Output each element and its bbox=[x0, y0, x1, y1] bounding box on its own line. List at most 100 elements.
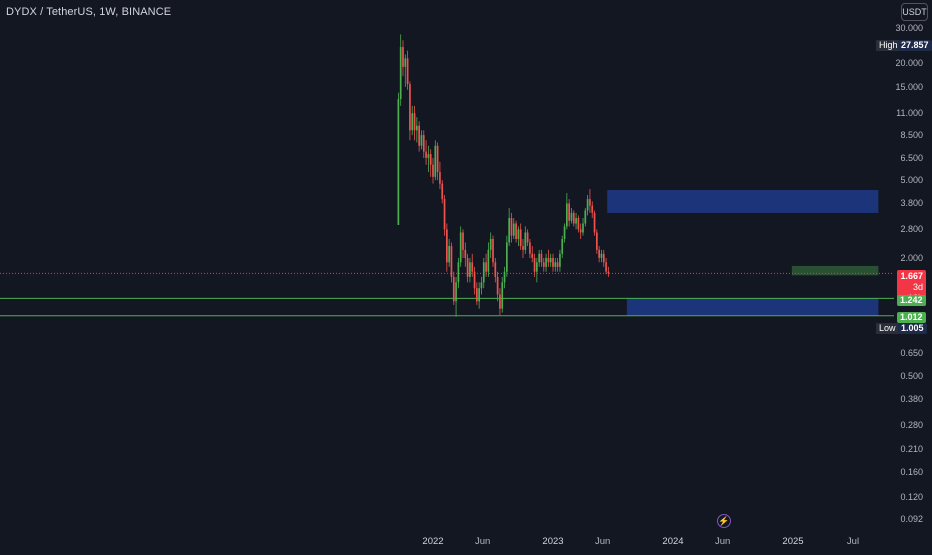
candle-body bbox=[607, 271, 610, 274]
candle-body bbox=[499, 294, 501, 309]
lightning-icon[interactable]: ⚡ bbox=[717, 514, 731, 528]
time-tick: 2023 bbox=[542, 536, 564, 547]
price-tick: 0.092 bbox=[900, 514, 923, 525]
price-tick: 0.280 bbox=[900, 419, 923, 430]
candle-body bbox=[559, 253, 561, 267]
candle-body bbox=[552, 257, 554, 267]
candle-body bbox=[475, 288, 478, 302]
currency-button[interactable]: USDT bbox=[901, 3, 928, 21]
candle-body bbox=[450, 246, 453, 277]
candle-body bbox=[535, 262, 538, 272]
last-price-value: 1.667 bbox=[900, 271, 923, 281]
candle-body bbox=[409, 84, 411, 131]
candle-body bbox=[545, 257, 547, 267]
candle-body bbox=[501, 282, 504, 309]
candle-body bbox=[411, 113, 414, 131]
zone-support-blue bbox=[626, 297, 879, 316]
candle-body bbox=[515, 223, 517, 239]
candle-body bbox=[542, 262, 545, 267]
candle-body bbox=[429, 154, 432, 165]
candle-body bbox=[469, 262, 471, 277]
price-tick: 2.800 bbox=[900, 224, 923, 235]
time-tick: 2022 bbox=[422, 536, 444, 547]
candle-body bbox=[413, 113, 416, 131]
candle-body bbox=[589, 199, 591, 206]
price-tick: 0.500 bbox=[900, 370, 923, 381]
candle-body bbox=[524, 232, 527, 250]
candle-body bbox=[584, 210, 587, 224]
candle-body bbox=[568, 203, 571, 221]
time-tick: Jun bbox=[594, 536, 611, 547]
candle-body bbox=[519, 229, 522, 247]
candle-body bbox=[570, 212, 573, 221]
time-tick: 2025 bbox=[782, 536, 804, 547]
candle-body bbox=[420, 135, 423, 146]
candle-body bbox=[480, 282, 483, 289]
candle-body bbox=[556, 262, 559, 267]
candle-body bbox=[452, 276, 455, 302]
candle-body bbox=[549, 257, 552, 263]
candle-body bbox=[565, 203, 568, 227]
candle-body bbox=[402, 47, 404, 67]
candle-body bbox=[600, 253, 603, 258]
candle-body bbox=[441, 183, 444, 200]
candle-body bbox=[448, 246, 451, 263]
candle-body bbox=[464, 249, 467, 258]
candle-body bbox=[471, 262, 474, 272]
candle-body bbox=[598, 249, 601, 258]
price-tick: 11.000 bbox=[896, 108, 923, 119]
time-tick: Jun bbox=[714, 536, 731, 547]
price-tick: 20.000 bbox=[895, 57, 923, 68]
candle-body bbox=[482, 262, 485, 283]
candle-body bbox=[404, 58, 407, 67]
candle-body bbox=[432, 164, 434, 177]
time-tick: 2024 bbox=[662, 536, 684, 547]
candle-body bbox=[459, 232, 462, 263]
candle-body bbox=[485, 262, 487, 272]
candle-body bbox=[533, 257, 536, 272]
candle-body bbox=[595, 232, 598, 250]
candle-body bbox=[538, 253, 541, 263]
candle-body bbox=[455, 282, 457, 302]
candle-body bbox=[427, 154, 430, 158]
candle-body bbox=[593, 212, 596, 233]
level-1012-tag: 1.012 bbox=[897, 312, 926, 323]
candle-body bbox=[561, 238, 564, 254]
price-tick: 3.800 bbox=[900, 198, 923, 209]
candle-body bbox=[575, 218, 577, 224]
candle-body bbox=[443, 199, 446, 230]
zone-resistance bbox=[607, 190, 879, 213]
candle-body bbox=[418, 125, 421, 146]
candle-body bbox=[425, 151, 427, 158]
candle-body bbox=[547, 257, 550, 263]
price-tick: 30.000 bbox=[895, 23, 923, 34]
price-tick: 2.000 bbox=[900, 252, 923, 263]
low-value-tag: 1.005 bbox=[898, 323, 927, 334]
candle-body bbox=[406, 58, 409, 85]
symbol-title[interactable]: DYDX / TetherUS, 1W, BINANCE bbox=[6, 6, 172, 18]
candle-body bbox=[473, 271, 476, 289]
candle-body bbox=[563, 226, 566, 239]
price-tick: 15.000 bbox=[895, 81, 923, 92]
candle-body bbox=[415, 125, 418, 131]
time-tick: Jun bbox=[474, 536, 491, 547]
candle-body bbox=[434, 145, 437, 177]
candle-body bbox=[445, 229, 448, 263]
candle-body bbox=[591, 205, 594, 213]
candle-body bbox=[466, 257, 469, 277]
candle-body bbox=[529, 242, 531, 254]
candle-body bbox=[554, 262, 557, 267]
candle-body bbox=[496, 276, 499, 295]
time-tick: Jul bbox=[846, 536, 860, 547]
candle-body bbox=[577, 218, 580, 230]
price-tick: 0.210 bbox=[900, 444, 923, 455]
candle-body bbox=[457, 262, 460, 283]
candle-body bbox=[422, 135, 425, 152]
price-tick: 6.500 bbox=[900, 152, 923, 163]
candle-body bbox=[602, 253, 605, 263]
candle-body bbox=[540, 253, 543, 263]
candle-body bbox=[503, 271, 506, 283]
candle-body bbox=[522, 246, 524, 250]
